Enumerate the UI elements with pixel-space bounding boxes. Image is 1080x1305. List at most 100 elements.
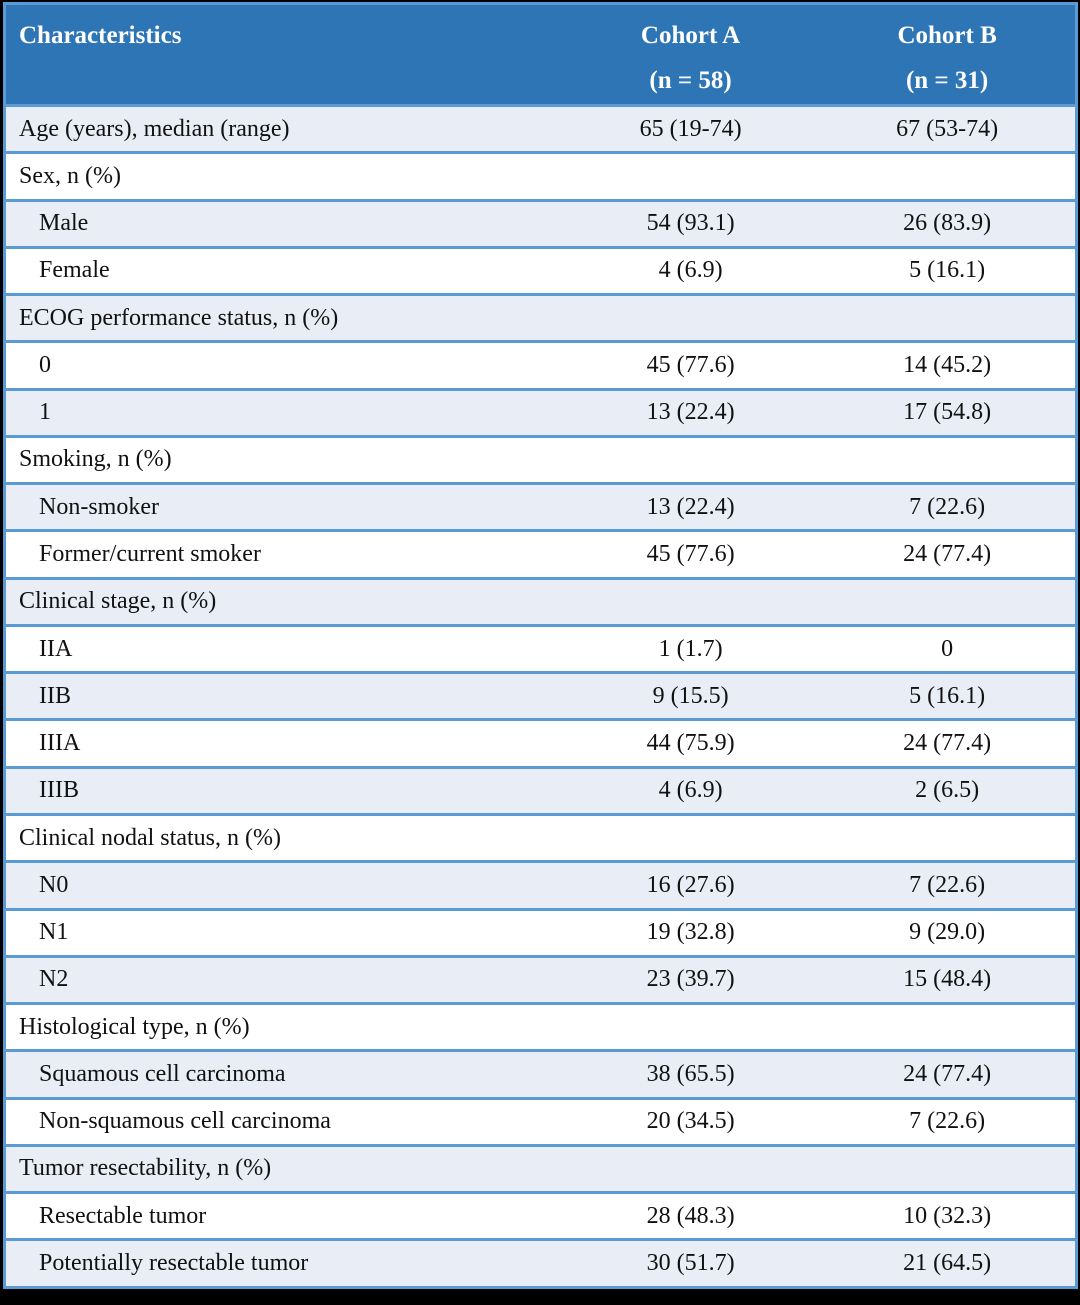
row-label: Male [4, 198, 562, 249]
table-row: 0 45 (77.6) 14 (45.2) [4, 340, 1077, 391]
section-row: ECOG performance status, n (%) [4, 293, 1077, 344]
header-row: Characteristics Cohort A (n = 58) Cohort… [4, 2, 1077, 107]
table-row: Potentially resectable tumor 30 (51.7) 21 … [4, 1238, 1077, 1289]
cohort-b-value: 2 (6.5) [819, 765, 1077, 816]
cohort-b-value: 5 (16.1) [819, 671, 1077, 722]
cohort-b-value: 7 (22.6) [819, 1096, 1077, 1147]
row-label: IIIB [4, 765, 562, 816]
table-header: Characteristics Cohort A (n = 58) Cohort… [4, 2, 1077, 107]
section-row: Tumor resectability, n (%) [4, 1143, 1077, 1195]
row-label: Former/current smoker [4, 529, 562, 580]
cohort-a-value: 16 (27.6) [561, 860, 820, 911]
cohort-b-value [819, 576, 1077, 627]
table-row: Squamous cell carcinoma 38 (65.5) 24 (77.4… [4, 1049, 1077, 1100]
cohort-a-value: 9 (15.5) [561, 671, 820, 722]
cohort-b-value [819, 812, 1077, 864]
cohort-a-value [561, 576, 820, 627]
row-label: Female [4, 245, 562, 297]
cohort-a-value [561, 1143, 820, 1195]
section-label: Tumor resectability, n (%) [4, 1143, 562, 1195]
table-body: Age (years), median (range) 65 (19-74) 67 … [4, 103, 1077, 1289]
section-row: Clinical stage, n (%) [4, 576, 1077, 627]
cohort-a-name: Cohort A [640, 22, 741, 49]
section-label: Clinical stage, n (%) [4, 576, 562, 627]
cohort-b-value [819, 1143, 1077, 1195]
table-row: IIIA 44 (75.9) 24 (77.4) [4, 718, 1077, 769]
cohort-a-value [561, 151, 820, 202]
row-label: Potentially resectable tumor [4, 1238, 562, 1289]
row-label: 1 [4, 387, 562, 438]
cohort-b-value: 24 (77.4) [819, 718, 1077, 769]
row-label: Squamous cell carcinoma [4, 1049, 562, 1100]
col-header-characteristics-label: Characteristics [19, 22, 182, 49]
cohort-b-value: 7 (22.6) [819, 860, 1077, 911]
cohort-a-value: 13 (22.4) [561, 387, 820, 438]
row-label: IIB [4, 671, 562, 722]
cohort-a-value: 30 (51.7) [561, 1238, 820, 1289]
table-row: IIIB 4 (6.9) 2 (6.5) [4, 765, 1077, 816]
row-label: N2 [4, 954, 562, 1006]
cohort-b-value [819, 434, 1077, 486]
table-row: IIA 1 (1.7) 0 [4, 623, 1077, 675]
table-row: 1 13 (22.4) 17 (54.8) [4, 387, 1077, 438]
table-row: N2 23 (39.7) 15 (48.4) [4, 954, 1077, 1006]
cohort-b-value [819, 293, 1077, 344]
cohort-a-value: 54 (93.1) [561, 198, 820, 249]
cohort-a-value: 4 (6.9) [561, 765, 820, 816]
cohort-a-value: 13 (22.4) [561, 482, 820, 533]
row-label: Non-smoker [4, 482, 562, 533]
cohort-b-value: 10 (32.3) [819, 1191, 1077, 1242]
cohort-b-name: Cohort B [897, 22, 997, 49]
cohort-b-value: 5 (16.1) [819, 245, 1077, 297]
cohort-a-value: 38 (65.5) [561, 1049, 820, 1100]
cohort-b-value [819, 151, 1077, 202]
section-row: Histological type, n (%) [4, 1002, 1077, 1053]
section-row: Sex, n (%) [4, 151, 1077, 202]
cohort-b-value: 7 (22.6) [819, 482, 1077, 533]
table-row: N0 16 (27.6) 7 (22.6) [4, 860, 1077, 911]
row-label: IIA [4, 623, 562, 675]
cohort-b-value: 17 (54.8) [819, 387, 1077, 438]
row-label: Resectable tumor [4, 1191, 562, 1242]
cohort-a-value: 1 (1.7) [561, 623, 820, 675]
cohort-b-value: 0 [819, 623, 1077, 675]
cohort-a-n: (n = 58) [649, 67, 732, 94]
section-label: ECOG performance status, n (%) [4, 293, 562, 344]
cohort-b-value: 15 (48.4) [819, 954, 1077, 1006]
cohort-b-value: 26 (83.9) [819, 198, 1077, 249]
cohort-b-value: 21 (64.5) [819, 1238, 1077, 1289]
cohort-a-value: 45 (77.6) [561, 340, 820, 391]
table-row: Age (years), median (range) 65 (19-74) 67 … [4, 103, 1077, 155]
section-row: Smoking, n (%) [4, 434, 1077, 486]
cohort-b-value [819, 1002, 1077, 1053]
cohort-a-value: 23 (39.7) [561, 954, 820, 1006]
row-label: 0 [4, 340, 562, 391]
table-row: Non-squamous cell carcinoma 20 (34.5) 7 (2… [4, 1096, 1077, 1147]
cohort-b-value: 24 (77.4) [819, 529, 1077, 580]
col-header-characteristics: Characteristics [4, 2, 562, 107]
table-row: Non-smoker 13 (22.4) 7 (22.6) [4, 482, 1077, 533]
table-row: Former/current smoker 45 (77.6) 24 (77.4) [4, 529, 1077, 580]
cohort-a-value: 19 (32.8) [561, 907, 820, 958]
table-row: IIB 9 (15.5) 5 (16.1) [4, 671, 1077, 722]
table-row: Resectable tumor 28 (48.3) 10 (32.3) [4, 1191, 1077, 1242]
table-row: Male 54 (93.1) 26 (83.9) [4, 198, 1077, 249]
section-label: Histological type, n (%) [4, 1002, 562, 1053]
cohort-a-value: 45 (77.6) [561, 529, 820, 580]
cohort-a-value: 28 (48.3) [561, 1191, 820, 1242]
table-row: N1 19 (32.8) 9 (29.0) [4, 907, 1077, 958]
characteristics-table: Characteristics Cohort A (n = 58) Cohort… [3, 2, 1078, 1289]
section-label: Sex, n (%) [4, 151, 562, 202]
cohort-a-value: 20 (34.5) [561, 1096, 820, 1147]
row-label: Non-squamous cell carcinoma [4, 1096, 562, 1147]
section-row: Clinical nodal status, n (%) [4, 812, 1077, 864]
col-header-cohort-b: Cohort B (n = 31) [819, 2, 1077, 107]
section-label: Clinical nodal status, n (%) [4, 812, 562, 864]
cohort-a-value [561, 293, 820, 344]
cohort-b-n: (n = 31) [905, 67, 989, 94]
cohort-a-value [561, 434, 820, 486]
row-label: N1 [4, 907, 562, 958]
row-label: IIIA [4, 718, 562, 769]
section-label: Smoking, n (%) [4, 434, 562, 486]
